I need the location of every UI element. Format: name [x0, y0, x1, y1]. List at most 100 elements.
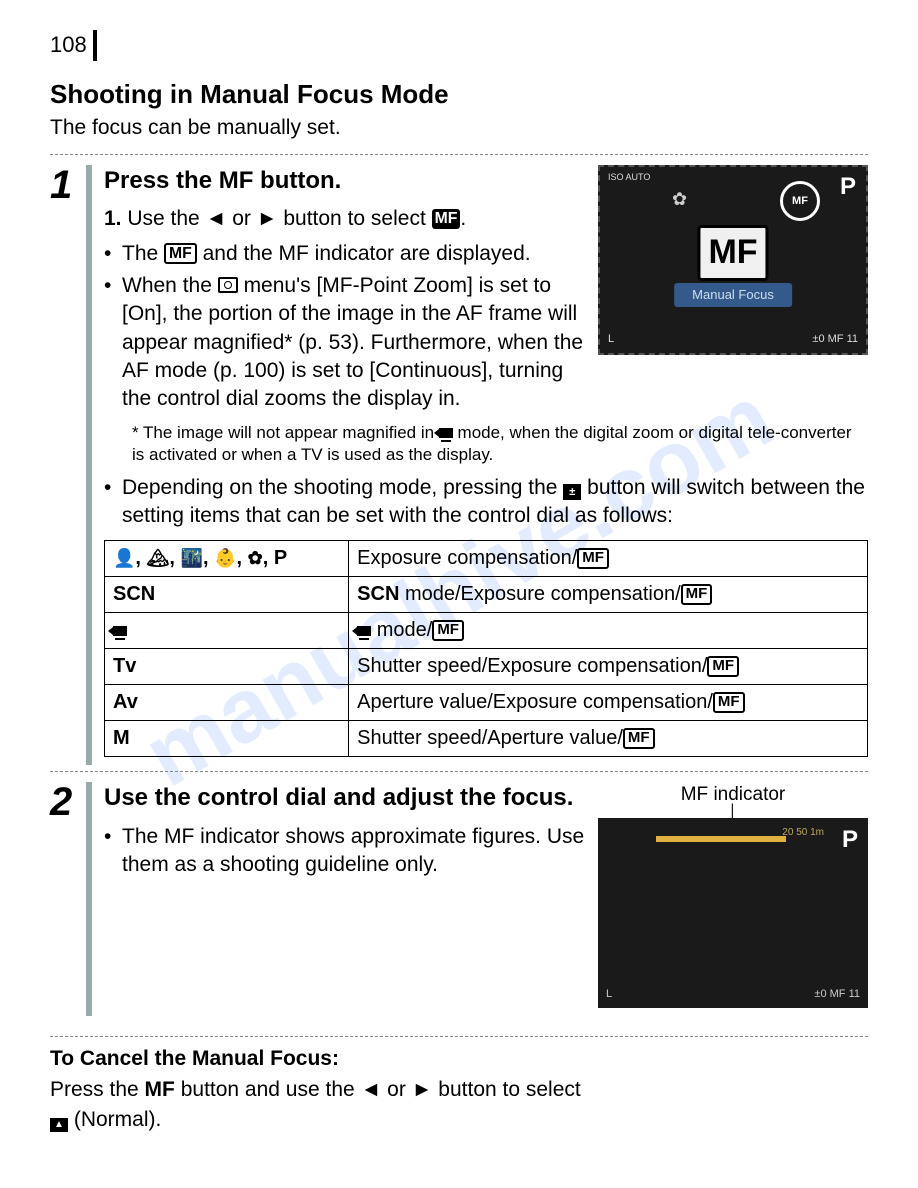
mf-icon: MF: [681, 584, 713, 605]
mode-p-icon: P: [840, 171, 856, 203]
text: .: [460, 207, 466, 230]
camera-screen-1: ISO AUTO P MF ✿ MF Manual Focus L ±0 MF …: [598, 165, 868, 355]
left-arrow-icon: ◄: [206, 207, 227, 230]
right-arrow-icon: ►: [257, 207, 278, 230]
modes-cell: Tv: [105, 649, 349, 685]
settings-cell: Exposure compensation/MF: [349, 541, 868, 577]
exposure-comp-icon: ±: [563, 484, 581, 500]
text: Exposure compensation/: [357, 547, 577, 569]
page-number: 108: [50, 30, 97, 61]
intro-text: The focus can be manually set.: [50, 116, 868, 140]
left-arrow-icon: ◄: [361, 1078, 382, 1101]
modes-cell: [105, 613, 349, 649]
text: mode/: [371, 619, 432, 641]
step1-bullet3: • Depending on the shooting mode, pressi…: [104, 474, 868, 531]
step-number-2: 2: [50, 782, 86, 1016]
modes-cell: M: [105, 721, 349, 757]
text: Use the: [127, 207, 205, 230]
step-bar: [86, 782, 92, 1016]
mf-label: Manual Focus: [674, 283, 792, 307]
section-title: Shooting in Manual Focus Mode: [50, 79, 868, 110]
divider: [50, 771, 868, 772]
bottom-right: ±0 MF 11: [812, 332, 858, 347]
kids-icon: 👶: [214, 548, 236, 568]
iso-indicator: ISO AUTO: [608, 173, 650, 182]
text: * The image will not appear magnified in: [132, 423, 439, 442]
bottom-right: ±0 MF 11: [814, 987, 860, 1002]
cancel-title: To Cancel the Manual Focus:: [50, 1047, 868, 1071]
step1-bullet1: • The MF and the MF indicator are displa…: [104, 240, 586, 268]
text: button to select: [278, 207, 432, 230]
video-icon: [439, 428, 453, 438]
mf-big-icon: MF: [697, 225, 768, 281]
bottom-left: L: [606, 987, 612, 1002]
list-num: 1.: [104, 207, 122, 230]
portrait-icon: 👤: [113, 548, 135, 568]
mf-icon: MF: [432, 620, 464, 641]
text: Depending on the shooting mode, pressing…: [122, 476, 563, 499]
text: and the MF indicator are displayed.: [197, 242, 531, 265]
macro-flower-icon: ✿: [672, 187, 687, 211]
camera-screen-2-wrapper: MF indicator │ P 20 50 1m L ±0 MF 11: [598, 782, 868, 1008]
settings-cell: SCN mode/Exposure compensation/MF: [349, 577, 868, 613]
text: or: [226, 207, 256, 230]
step-bar: [86, 165, 92, 766]
text: (Normal).: [68, 1108, 161, 1131]
text: When the: [122, 274, 218, 297]
step1-footnote: * The image will not appear magnified in…: [132, 422, 868, 466]
scn-bold: SCN: [357, 583, 399, 605]
mf-icon: MF: [707, 656, 739, 677]
mf-icon-inverted: MF: [432, 209, 461, 228]
pointer-line: │: [598, 810, 868, 818]
settings-table: 👤, 🏔, 🌃, 👶, ✿, P Exposure compensation/M…: [104, 540, 868, 757]
step-number-1: 1: [50, 165, 86, 766]
table-row: mode/MF: [105, 613, 868, 649]
right-arrow-icon: ►: [412, 1078, 433, 1101]
video-icon: [113, 626, 127, 636]
mf-icon: MF: [623, 728, 655, 749]
scale-numbers: 20 50 1m: [782, 826, 824, 840]
table-row: Tv Shutter speed/Exposure compensation/M…: [105, 649, 868, 685]
video-icon: [357, 626, 371, 636]
focus-bar: [656, 836, 786, 842]
bottom-left: L: [608, 332, 614, 347]
text: Aperture value/Exposure compensation/: [357, 691, 713, 713]
mf-icon: MF: [164, 243, 197, 264]
text: mode/Exposure compensation/: [399, 583, 680, 605]
settings-cell: mode/MF: [349, 613, 868, 649]
night-icon: 🌃: [181, 548, 203, 568]
settings-cell: Aperture value/Exposure compensation/MF: [349, 685, 868, 721]
table-row: 👤, 🏔, 🌃, 👶, ✿, P Exposure compensation/M…: [105, 541, 868, 577]
divider: [50, 1036, 868, 1037]
mode-p-icon: P: [842, 824, 858, 856]
step1-bullet2: • When the menu's [MF-Point Zoom] is set…: [104, 272, 586, 414]
mf-circled-icon: MF: [780, 181, 820, 221]
p-mode: P: [274, 547, 287, 569]
text: The: [122, 242, 164, 265]
cancel-body: Press the MF button and use the ◄ or ► b…: [50, 1075, 868, 1134]
text: Shutter speed/Aperture value/: [357, 727, 623, 749]
landscape-icon: 🏔: [147, 548, 170, 568]
mf-icon: MF: [713, 692, 745, 713]
camera-screen-2: P 20 50 1m L ±0 MF 11: [598, 818, 868, 1008]
normal-mountain-icon: ▲: [50, 1118, 68, 1132]
foliage-icon: ✿: [248, 548, 263, 568]
step-2: 2 MF indicator │ P 20 50 1m L ±0 MF 11 U…: [50, 782, 868, 1016]
modes-cell: SCN: [105, 577, 349, 613]
table-row: SCN SCN mode/Exposure compensation/MF: [105, 577, 868, 613]
text: The MF indicator shows approximate figur…: [122, 823, 586, 880]
settings-cell: Shutter speed/Aperture value/MF: [349, 721, 868, 757]
step-1: 1 ISO AUTO P MF ✿ MF Manual Focus L ±0 M…: [50, 165, 868, 766]
camera-icon: [218, 277, 238, 293]
mf-icon: MF: [577, 548, 609, 569]
table-row: M Shutter speed/Aperture value/MF: [105, 721, 868, 757]
text: or: [381, 1078, 411, 1101]
text: button and use the: [175, 1078, 361, 1101]
modes-cell: 👤, 🏔, 🌃, 👶, ✿, P: [105, 541, 349, 577]
table-row: Av Aperture value/Exposure compensation/…: [105, 685, 868, 721]
text: Shutter speed/Exposure compensation/: [357, 655, 707, 677]
modes-cell: Av: [105, 685, 349, 721]
step2-bullet1: • The MF indicator shows approximate fig…: [104, 823, 586, 880]
divider: [50, 154, 868, 155]
text: Press the: [50, 1078, 145, 1101]
